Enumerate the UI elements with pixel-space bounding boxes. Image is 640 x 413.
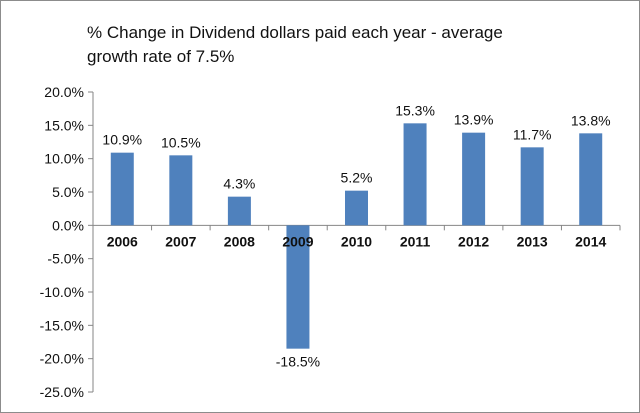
y-tick-label: 0.0% bbox=[52, 217, 84, 233]
chart-title: % Change in Dividend dollars paid each y… bbox=[87, 23, 503, 66]
data-label: 11.7% bbox=[513, 126, 552, 142]
x-tick-label: 2009 bbox=[282, 233, 313, 249]
x-tick-label: 2014 bbox=[575, 233, 606, 249]
y-tick-label: 5.0% bbox=[52, 184, 84, 200]
x-tick-label: 2013 bbox=[517, 233, 548, 249]
data-label: 13.9% bbox=[454, 112, 494, 128]
data-label: 5.2% bbox=[341, 170, 373, 186]
y-tick-label: 20.0% bbox=[44, 84, 84, 100]
bar-2011 bbox=[403, 123, 427, 226]
y-tick-label: -10.0% bbox=[40, 284, 84, 300]
y-tick-label: -5.0% bbox=[47, 251, 84, 267]
bar-2010 bbox=[345, 190, 368, 226]
bar-2006 bbox=[110, 152, 134, 226]
y-tick-label: -15.0% bbox=[40, 317, 84, 333]
bar-2014 bbox=[579, 133, 603, 226]
bar-2012 bbox=[462, 132, 486, 226]
data-label: 15.3% bbox=[395, 102, 435, 118]
data-label: 10.5% bbox=[161, 134, 201, 150]
y-tick-label: -20.0% bbox=[40, 351, 84, 367]
x-tick-label: 2011 bbox=[400, 233, 431, 249]
x-tick-label: 2012 bbox=[458, 233, 489, 249]
y-tick-label: -25.0% bbox=[40, 384, 84, 400]
x-tick-label: 2007 bbox=[165, 233, 196, 249]
x-tick-label: 2006 bbox=[107, 233, 138, 249]
bar-2013 bbox=[520, 147, 544, 226]
data-label: 10.9% bbox=[102, 132, 142, 148]
data-label: -18.5% bbox=[276, 354, 320, 370]
bar-2009 bbox=[286, 225, 310, 349]
x-tick-label: 2008 bbox=[224, 233, 255, 249]
bar-2008 bbox=[227, 196, 251, 226]
bar-2007 bbox=[169, 155, 193, 226]
data-label: 13.8% bbox=[571, 112, 611, 128]
y-tick-label: 15.0% bbox=[44, 117, 84, 133]
y-tick-label: 10.0% bbox=[44, 151, 84, 167]
x-tick-label: 2010 bbox=[341, 233, 372, 249]
data-label: 4.3% bbox=[223, 176, 255, 192]
